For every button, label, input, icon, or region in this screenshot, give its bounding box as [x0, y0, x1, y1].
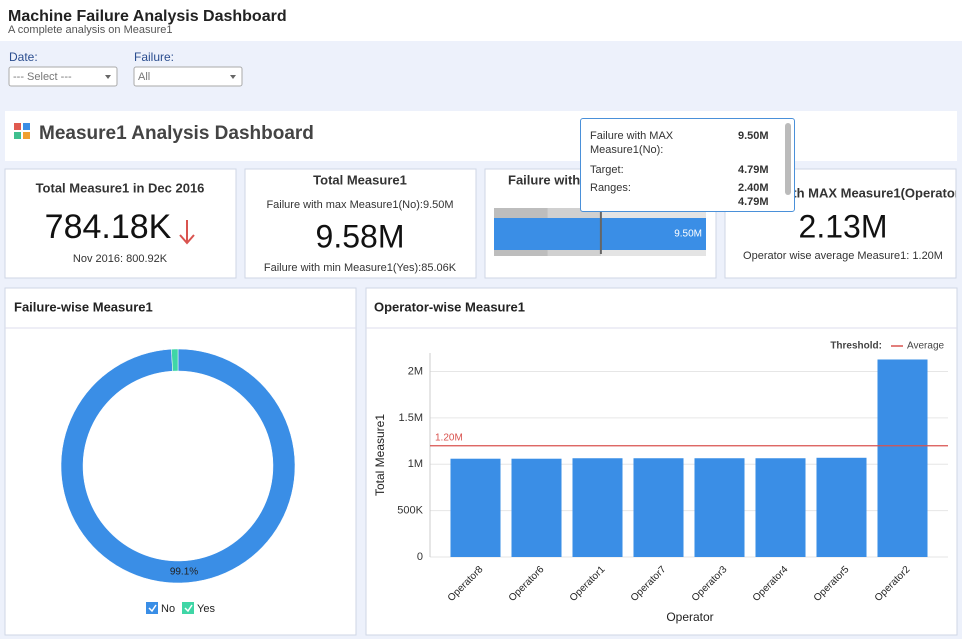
- kpi-value: 784.18K: [45, 208, 172, 246]
- banner: [5, 111, 957, 161]
- check: [148, 604, 157, 613]
- filter-label: Failure:: [134, 50, 174, 64]
- icon: [14, 123, 21, 130]
- legend-label: No: [161, 603, 175, 615]
- tooltip-value: 4.79M: [738, 164, 769, 176]
- y-tick-label: 0: [417, 551, 423, 563]
- bar: [450, 458, 501, 557]
- threshold-title: Threshold:: [830, 341, 882, 352]
- bar: [877, 359, 928, 557]
- x-axis-title: Operator: [666, 610, 713, 624]
- bar: [511, 458, 562, 557]
- kpi-card: [4, 168, 237, 279]
- bar: [572, 458, 623, 557]
- bar: [816, 457, 867, 557]
- check: [184, 604, 193, 613]
- y-tick-label: 1.5M: [399, 412, 423, 424]
- kpi-note: Operator wise average Measure1: 1.20M: [743, 250, 943, 262]
- date-select[interactable]: [8, 66, 118, 87]
- caret: [230, 75, 236, 79]
- kpi-title: Total Measure1: [313, 172, 407, 187]
- caret: [105, 75, 111, 79]
- legend-checkbox[interactable]: [146, 602, 158, 614]
- icon: [23, 132, 30, 139]
- y-tick-label: 1M: [408, 458, 423, 470]
- page-subtitle: A complete analysis on Measure1: [8, 24, 172, 36]
- filter-value: --- Select ---: [13, 71, 72, 83]
- y-tick-label: 2M: [408, 365, 423, 377]
- kpi-note: Failure with max Measure1(No):9.50M: [266, 199, 453, 211]
- filter-value: All: [138, 71, 150, 83]
- tooltip: Failure with MAX Measure1(No): 9.50M Targe…: [580, 118, 795, 212]
- tooltip-label: Failure with MAX Measure1(No):: [590, 130, 674, 156]
- tooltip-label: Target:: [590, 164, 624, 176]
- bar: [694, 458, 745, 557]
- banner-title: Measure1 Analysis Dashboard: [39, 123, 314, 144]
- legend-label: Average: [907, 341, 945, 352]
- bullet-chart: 9.50M: [494, 208, 706, 256]
- bullet-label: 9.50M: [674, 229, 702, 240]
- tooltip-value: 4.79M: [738, 196, 769, 208]
- kpi-value: 9.58M: [316, 218, 405, 254]
- header: [0, 0, 962, 41]
- down-arrow: [179, 220, 195, 245]
- kpi-value: 2.13M: [799, 208, 888, 244]
- donut-chart: 99.1% No Yes: [60, 348, 296, 615]
- kpi-note: Nov 2016: 800.92K: [73, 253, 168, 265]
- donut-label: 99.1%: [170, 567, 198, 578]
- donut-slice: [171, 348, 179, 372]
- donut-slice: [60, 348, 296, 584]
- threshold-label: 1.20M: [435, 432, 463, 443]
- legend-label: Yes: [197, 603, 215, 615]
- bar: [633, 458, 684, 557]
- y-tick-label: 500K: [397, 505, 423, 517]
- icon: [14, 132, 21, 139]
- scrollbar: [785, 123, 791, 195]
- panel-title: Operator-wise Measure1: [374, 299, 525, 314]
- tooltip-value: 9.50M: [738, 130, 769, 142]
- panel-title: Failure-wise Measure1: [14, 299, 153, 314]
- filter-label: Date:: [9, 50, 38, 64]
- kpi-note: Failure with min Measure1(Yes):85.06K: [264, 262, 457, 274]
- page-title: Machine Failure Analysis Dashboard: [8, 8, 287, 25]
- y-axis-title: Total Measure1: [373, 414, 387, 496]
- bar: [755, 458, 806, 557]
- kpi-card: [244, 168, 477, 279]
- kpi-title: Total Measure1 in Dec 2016: [36, 180, 205, 195]
- tooltip-label: Ranges:: [590, 182, 631, 194]
- failure-select[interactable]: [133, 66, 243, 87]
- tooltip-value: 2.40M: [738, 182, 769, 194]
- icon: [23, 123, 30, 130]
- legend-checkbox[interactable]: [182, 602, 194, 614]
